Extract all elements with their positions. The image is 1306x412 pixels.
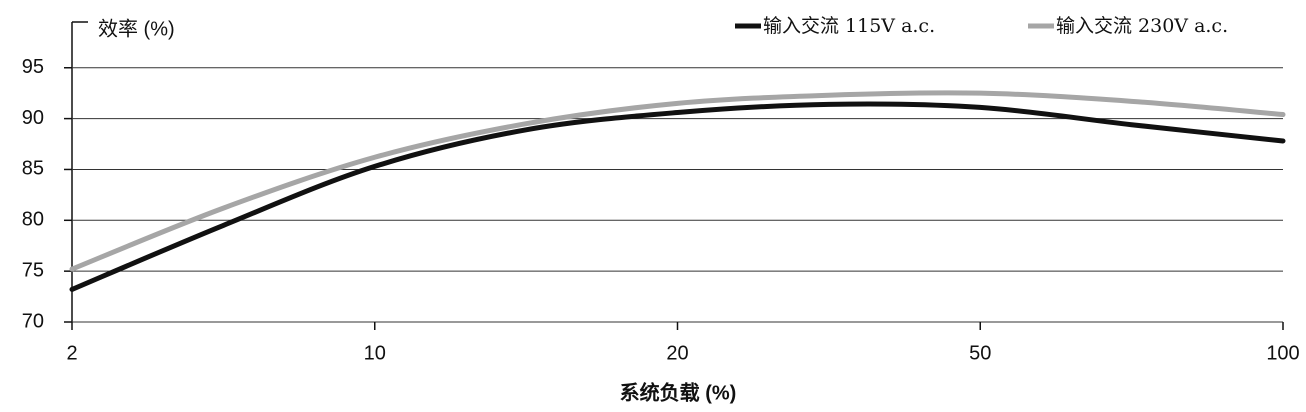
y-tick-label: 75 [22, 259, 44, 281]
y-tick-label: 70 [22, 310, 44, 332]
x-tick-label: 10 [364, 342, 386, 364]
y-tick-label: 90 [22, 107, 44, 129]
legend-label: 输入交流 230V a.c. [1056, 15, 1228, 37]
series-line [69, 90, 1286, 272]
x-tick-label: 100 [1266, 342, 1299, 364]
series-line [69, 101, 1286, 292]
x-tick-label: 20 [666, 342, 688, 364]
x-tick-label: 50 [969, 342, 991, 364]
y-axis-label: 效率 (%) [98, 17, 175, 40]
x-tick-label: 2 [66, 342, 77, 364]
y-tick-label: 80 [22, 209, 44, 231]
y-tick-label: 95 [22, 56, 44, 78]
legend: 输入交流 115V a.c. 输入交流 230V a.c. [735, 15, 1228, 37]
x-axis-label: 系统负载 (%) [620, 380, 737, 404]
legend-label: 输入交流 115V a.c. [763, 15, 935, 37]
y-tick-label: 85 [22, 158, 44, 180]
